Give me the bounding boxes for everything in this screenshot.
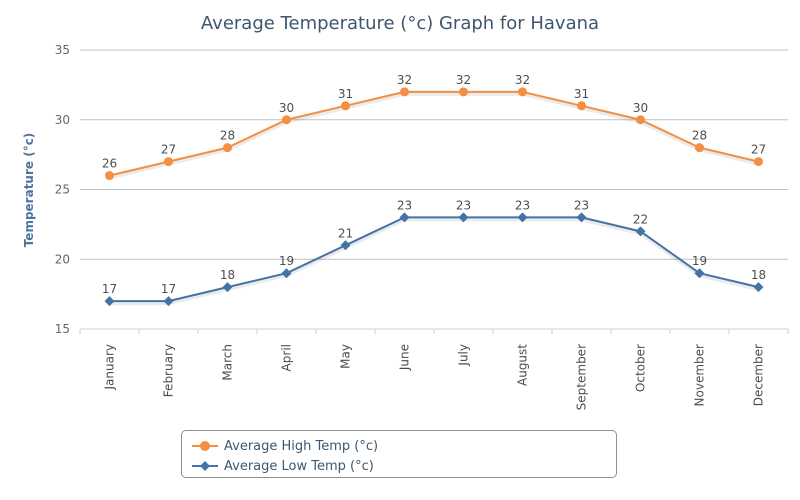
data-point (164, 157, 173, 167)
y-tick-label: 35 (55, 43, 70, 57)
x-tick-label: March (221, 344, 235, 381)
data-point (636, 115, 645, 125)
data-point (577, 101, 586, 111)
data-point (754, 157, 763, 167)
y-tick-label: 20 (55, 252, 70, 266)
data-point (458, 212, 469, 223)
x-tick-label: July (457, 344, 471, 367)
x-tick-label: February (162, 344, 176, 397)
y-tick-label: 15 (55, 322, 70, 336)
data-point (399, 212, 410, 223)
data-label: 23 (456, 198, 471, 212)
data-label: 19 (279, 254, 294, 268)
data-point (635, 226, 646, 237)
x-axis-ticks: January February March April May June July Augu… (79, 328, 789, 410)
data-point (104, 296, 115, 307)
x-tick-label: August (516, 344, 530, 386)
data-point (753, 282, 764, 293)
legend-item-high[interactable]: Average High Temp (°c) (192, 436, 378, 456)
data-label: 17 (102, 282, 117, 296)
data-point (282, 115, 291, 125)
x-tick-label: April (280, 344, 294, 371)
x-tick-label: October (634, 344, 648, 392)
series-group: 26 27 28 30 31 32 32 32 31 30 28 27 17 17 18 19 21 23 23 23… (102, 73, 766, 307)
data-point (695, 143, 704, 153)
data-point (459, 87, 468, 97)
data-label: 27 (751, 143, 766, 157)
data-label: 30 (633, 101, 648, 115)
data-label: 27 (161, 143, 176, 157)
y-axis-ticks: 15 20 25 30 35 (55, 43, 70, 336)
x-tick-label: June (398, 344, 412, 371)
x-tick-label: September (575, 344, 589, 410)
data-point (694, 268, 705, 279)
series-line (109, 216, 759, 303)
data-label: 30 (279, 101, 294, 115)
data-label: 26 (102, 157, 117, 171)
legend-item-low[interactable]: Average Low Temp (°c) (192, 456, 374, 476)
data-label: 22 (633, 212, 648, 226)
data-label: 31 (338, 87, 353, 101)
data-point (576, 212, 587, 223)
data-label: 18 (220, 268, 235, 282)
data-point (400, 87, 409, 97)
data-label: 32 (456, 73, 471, 87)
series-line-shadow (109, 91, 759, 180)
data-point (341, 101, 350, 111)
data-label: 23 (515, 198, 530, 212)
data-point (105, 171, 114, 181)
y-tick-label: 25 (55, 183, 70, 197)
series-0: 26 27 28 30 31 32 32 32 31 30 28 27 (102, 73, 766, 181)
legend-marker-low-icon (192, 461, 218, 471)
data-label: 32 (397, 73, 412, 87)
data-label: 17 (161, 282, 176, 296)
x-tick-label: January (103, 344, 117, 391)
data-label: 23 (574, 198, 589, 212)
data-label: 28 (692, 129, 707, 143)
data-label: 18 (751, 268, 766, 282)
data-label: 28 (220, 129, 235, 143)
x-tick-label: November (693, 344, 707, 406)
data-point (281, 268, 292, 279)
y-axis-label: Temperature (°c) (22, 133, 36, 248)
legend-label-high: Average High Temp (°c) (224, 438, 379, 454)
data-point (517, 212, 528, 223)
legend-marker-high-icon (192, 441, 218, 451)
data-label: 23 (397, 198, 412, 212)
data-point (163, 296, 174, 307)
data-label: 19 (692, 254, 707, 268)
data-label: 21 (338, 226, 353, 240)
data-point (222, 282, 233, 293)
legend: Average High Temp (°c) Average Low Temp … (181, 430, 617, 478)
data-point (340, 240, 351, 251)
x-tick-label: May (339, 344, 353, 369)
x-tick-label: December (752, 344, 766, 406)
chart-title: Average Temperature (°c) Graph for Havan… (201, 13, 599, 34)
legend-label-low: Average Low Temp (°c) (224, 458, 374, 474)
series-line-shadow (109, 217, 759, 306)
data-label: 31 (574, 87, 589, 101)
y-tick-label: 30 (55, 113, 70, 127)
series-line (109, 90, 759, 177)
data-point (223, 143, 232, 153)
series-1: 17 17 18 19 21 23 23 23 23 22 19 18 (102, 198, 766, 307)
data-point (518, 87, 527, 97)
data-label: 32 (515, 73, 530, 87)
